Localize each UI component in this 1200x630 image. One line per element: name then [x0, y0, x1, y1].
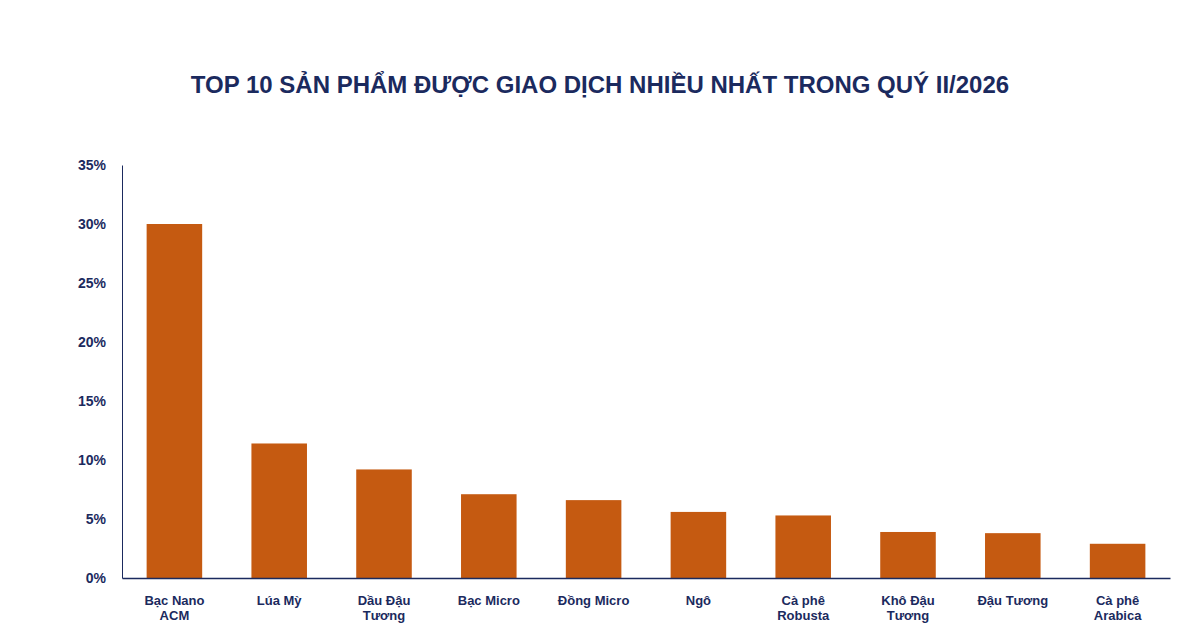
x-tick: Khô ĐậuTương: [881, 578, 935, 623]
x-tick-label: Bạc Micro: [458, 593, 520, 608]
x-tick: Bạc NanoACM: [144, 578, 204, 623]
y-tick: 25%: [78, 275, 122, 291]
bars: [147, 224, 1146, 578]
x-tick: Bạc Micro: [458, 578, 520, 608]
y-axis-line: [122, 166, 123, 579]
x-tick-label-line: Cà phê: [1096, 593, 1139, 608]
x-tick-label-line: Arabica: [1094, 608, 1142, 623]
bar: [985, 533, 1041, 578]
bar: [775, 515, 831, 578]
x-tick-label: Cà phêRobusta: [777, 593, 830, 623]
x-tick-label: Bạc NanoACM: [144, 593, 204, 623]
x-tick-label: Dầu ĐậuTương: [358, 593, 411, 623]
y-tick: 20%: [78, 334, 122, 350]
bar: [1090, 544, 1146, 578]
x-tick: Cà phêArabica: [1094, 578, 1142, 623]
chart-title: TOP 10 SẢN PHẨM ĐƯỢC GIAO DỊCH NHIỀU NHẤ…: [191, 70, 1009, 98]
y-tick-label: 25%: [78, 275, 107, 291]
y-tick-label: 0%: [86, 570, 107, 586]
x-tick-label-line: Tương: [363, 608, 406, 623]
bar: [251, 443, 307, 578]
x-tick: Đồng Micro: [558, 578, 630, 608]
x-tick-label-line: ACM: [160, 608, 190, 623]
x-tick-label: Khô ĐậuTương: [881, 593, 935, 623]
x-tick-label: Đồng Micro: [558, 593, 630, 608]
y-axis: 0% 5% 10% 15% 20% 25% 30% 35%: [78, 157, 123, 586]
y-tick-label: 5%: [86, 511, 107, 527]
x-tick: Đậu Tương: [977, 578, 1048, 608]
y-tick: 10%: [78, 452, 122, 468]
chart: TOP 10 SẢN PHẨM ĐƯỢC GIAO DỊCH NHIỀU NHẤ…: [0, 0, 1200, 630]
bar: [147, 224, 203, 578]
x-tick: Lúa Mỳ: [257, 578, 303, 608]
x-tick-label-line: Cà phê: [782, 593, 825, 608]
x-tick-label: Ngô: [686, 593, 711, 608]
bar: [461, 494, 517, 578]
y-tick: 0%: [86, 570, 122, 586]
bar: [671, 512, 727, 578]
bar: [566, 500, 622, 578]
y-tick-label: 30%: [78, 216, 107, 232]
y-tick: 30%: [78, 216, 122, 232]
x-tick-label-line: Bạc Nano: [144, 593, 204, 608]
y-tick: 15%: [78, 393, 122, 409]
y-tick: 5%: [86, 511, 122, 527]
y-tick-label: 35%: [78, 157, 107, 173]
bar: [880, 532, 936, 578]
y-tick-label: 10%: [78, 452, 107, 468]
y-tick-label: 20%: [78, 334, 107, 350]
x-axis-line: [123, 578, 1171, 580]
x-tick: Dầu ĐậuTương: [358, 578, 411, 623]
x-tick-label: Đậu Tương: [977, 593, 1048, 608]
y-tick-label: 15%: [78, 393, 107, 409]
plot: 0% 5% 10% 15% 20% 25% 30% 35% Bạc NanoACM Lúa Mỳ D…: [78, 157, 1171, 623]
x-tick-label-line: Robusta: [777, 608, 830, 623]
y-tick: 35%: [78, 157, 122, 173]
bar: [356, 469, 412, 578]
x-tick: Cà phêRobusta: [777, 578, 830, 623]
x-axis: Bạc NanoACMLúa MỳDầu ĐậuTươngBạc MicroĐồ…: [123, 578, 1171, 623]
x-tick-label-line: Dầu Đậu: [358, 593, 411, 608]
x-tick: Ngô: [686, 578, 711, 608]
x-tick-label-line: Tương: [887, 608, 930, 623]
x-tick-label-line: Khô Đậu: [881, 593, 935, 608]
x-tick-label: Cà phêArabica: [1094, 593, 1142, 623]
x-tick-label: Lúa Mỳ: [257, 593, 303, 608]
